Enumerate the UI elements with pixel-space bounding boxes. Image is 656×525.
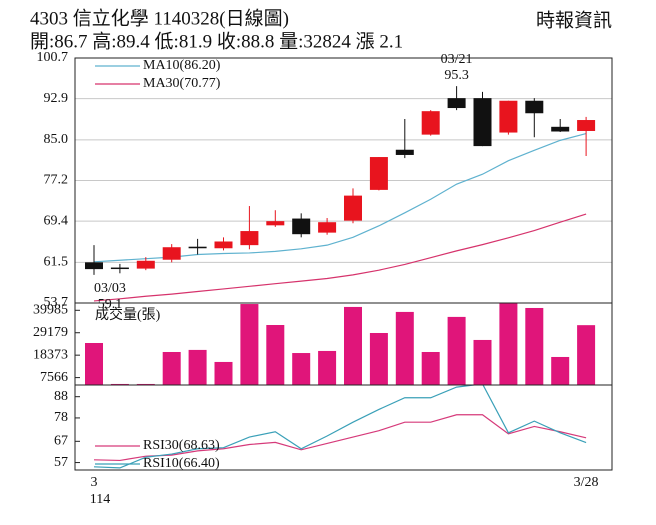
bar bbox=[447, 316, 466, 385]
bar bbox=[110, 383, 129, 385]
bar bbox=[136, 383, 155, 385]
y-tick-label: 61.5 bbox=[44, 255, 69, 270]
bar bbox=[551, 356, 570, 385]
annotation-value: 59.1 bbox=[98, 297, 123, 312]
legend-label: RSI10(66.40) bbox=[143, 456, 220, 471]
y-tick-label: 18373 bbox=[33, 347, 68, 362]
candle-body bbox=[85, 262, 103, 270]
y-tick-label: 77.2 bbox=[44, 173, 69, 188]
x-tick-label: 3 bbox=[91, 475, 98, 490]
candle-body bbox=[344, 195, 362, 221]
y-tick-label: 88 bbox=[54, 389, 68, 404]
candle-body bbox=[266, 221, 285, 226]
legend-label: RSI30(68.63) bbox=[143, 438, 220, 453]
candle-body bbox=[395, 149, 414, 155]
candle-body bbox=[577, 120, 596, 131]
y-tick-label: 53.7 bbox=[44, 295, 69, 310]
bar bbox=[525, 307, 544, 385]
bar bbox=[473, 339, 492, 385]
y-tick-label: 57 bbox=[54, 455, 68, 470]
x-tick-label: 3/28 bbox=[574, 475, 599, 490]
annotation-value: 95.3 bbox=[444, 68, 469, 83]
bar bbox=[266, 325, 285, 385]
candle-body bbox=[551, 126, 570, 132]
candle-body bbox=[318, 222, 337, 233]
stats: 開:86.7 高:89.4 低:81.9 收:88.8 量:32824 漲 2.… bbox=[30, 30, 403, 52]
y-tick-label: 7566 bbox=[40, 370, 68, 385]
bar bbox=[188, 349, 207, 385]
candle-body bbox=[162, 247, 181, 260]
bar bbox=[292, 353, 311, 385]
panel-title: 成交量(張) bbox=[95, 306, 161, 323]
plots: 100.7 92.9 85.0 77.2 69.4 61.5 53.7 3 3/28 114 03/… bbox=[33, 50, 612, 507]
bar bbox=[214, 361, 233, 385]
annotation-date: 03/21 bbox=[441, 52, 473, 67]
bar bbox=[344, 306, 362, 385]
candle-body bbox=[214, 241, 233, 249]
y-tick-label: 92.9 bbox=[44, 91, 69, 106]
bar bbox=[318, 350, 337, 385]
x-year-label: 114 bbox=[90, 492, 110, 507]
bar bbox=[162, 351, 181, 385]
candle-body bbox=[473, 98, 492, 147]
candle-body bbox=[447, 98, 466, 109]
legend-label: MA30(70.77) bbox=[143, 76, 221, 91]
source: 時報資訊 bbox=[536, 9, 612, 31]
y-tick-label: 85.0 bbox=[44, 132, 69, 147]
bar bbox=[240, 304, 259, 385]
bar bbox=[369, 332, 388, 385]
candle-body bbox=[369, 157, 388, 190]
bar bbox=[421, 351, 440, 385]
line bbox=[93, 385, 587, 469]
frame bbox=[74, 57, 613, 471]
candle-body bbox=[421, 111, 440, 135]
bar bbox=[577, 325, 596, 385]
bar bbox=[395, 311, 414, 385]
candle-body bbox=[240, 231, 259, 246]
y-tick-label: 29179 bbox=[33, 325, 68, 340]
candle-body bbox=[136, 260, 155, 269]
candle-body bbox=[292, 218, 311, 235]
legend-label: MA10(86.20) bbox=[143, 58, 221, 73]
chart-title: 4303 信立化學 1140328(日線圖) bbox=[30, 7, 289, 29]
y-tick-label: 39985 bbox=[33, 303, 68, 318]
line bbox=[93, 213, 587, 302]
candle-body bbox=[110, 267, 129, 270]
candle-body bbox=[188, 246, 207, 249]
candle-body bbox=[499, 100, 518, 133]
y-tick-label: 100.7 bbox=[37, 50, 69, 65]
annotation-date: 03/03 bbox=[94, 281, 126, 296]
line bbox=[93, 414, 587, 462]
y-tick-label: 69.4 bbox=[44, 213, 69, 228]
y-tick-label: 67 bbox=[54, 434, 68, 449]
y-tick-label: 78 bbox=[54, 410, 68, 425]
bar bbox=[499, 303, 518, 385]
candle-body bbox=[525, 100, 544, 114]
bar bbox=[85, 342, 103, 385]
line bbox=[93, 133, 587, 263]
